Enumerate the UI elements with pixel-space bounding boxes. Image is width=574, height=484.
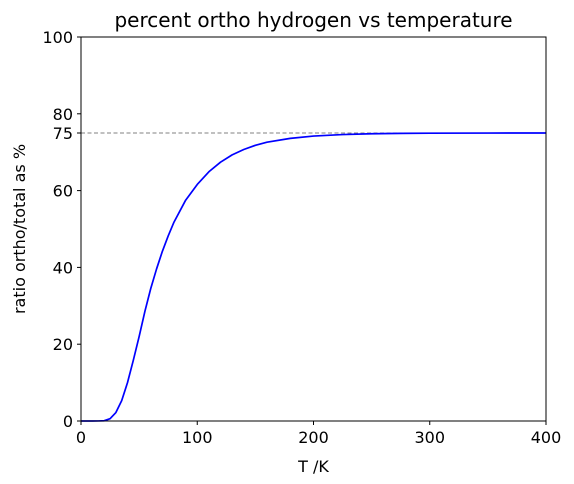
y-tick-label: 60	[53, 182, 73, 201]
y-axis-label: ratio ortho/total as %	[10, 144, 29, 314]
plot-frame	[80, 36, 547, 422]
x-tick-label: 200	[298, 428, 329, 447]
y-tick-label: 20	[53, 335, 73, 354]
y-tick-label: 0	[63, 412, 73, 431]
y-tick-label: 40	[53, 258, 73, 277]
y-tick-label: 100	[42, 28, 73, 47]
plot-area	[81, 132, 547, 422]
y-tick-label: 80	[53, 105, 73, 124]
chart-title: percent ortho hydrogen vs temperature	[114, 8, 512, 32]
x-tick-label: 100	[182, 428, 213, 447]
x-axis-ticks: 0 100 200 300 400	[76, 421, 561, 447]
x-tick-label: 400	[531, 428, 562, 447]
y-tick-label: 75	[53, 124, 73, 143]
series-line-0	[81, 132, 547, 422]
x-tick-label: 300	[414, 428, 445, 447]
x-tick-label: 0	[76, 428, 86, 447]
x-axis-label: T /K	[297, 457, 329, 476]
